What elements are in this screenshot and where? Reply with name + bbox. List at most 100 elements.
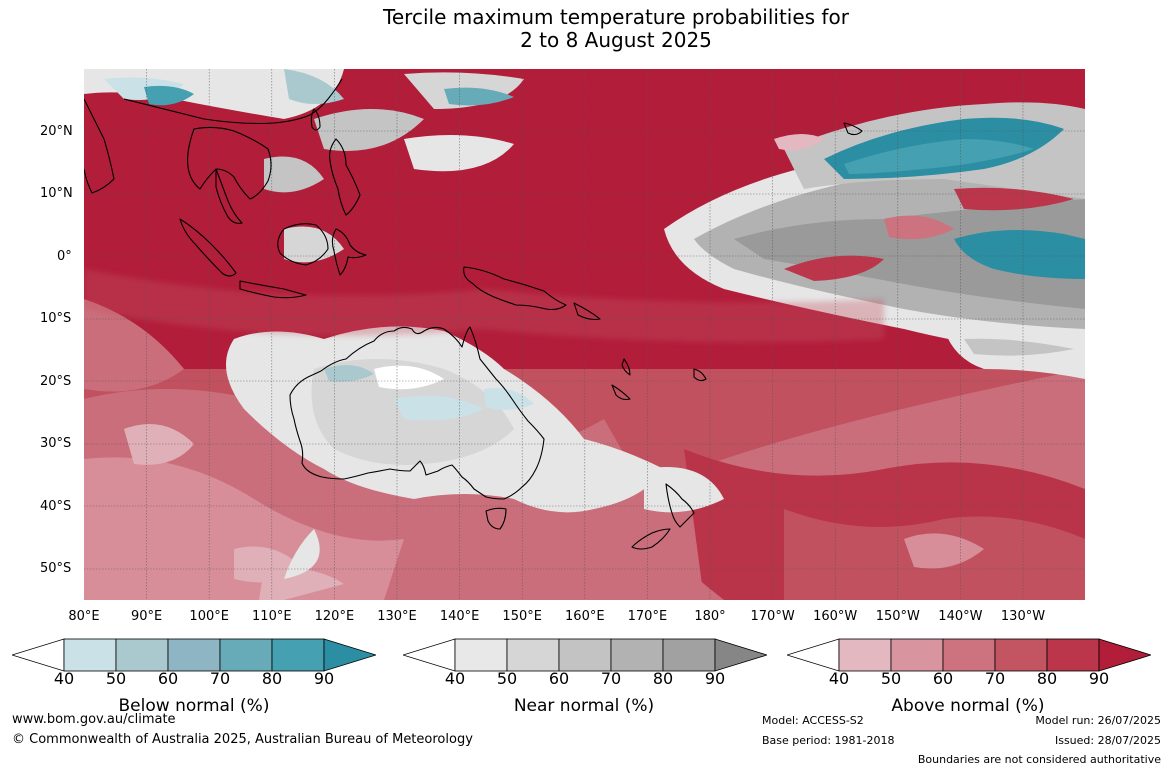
colorbar-segment [890, 638, 944, 672]
indochina-coastline [187, 126, 272, 200]
colorbar-tick-label: 40 [828, 669, 850, 688]
longitude-label: 150°W [875, 609, 920, 624]
footer-copyright: © Commonwealth of Australia 2025, Austra… [12, 732, 473, 747]
longitude-label: 140°E [439, 609, 480, 624]
colorbar-tick-label: 90 [704, 669, 726, 688]
fiji-coastline [693, 368, 707, 382]
colorbar-extend-high [1098, 638, 1151, 672]
colorbar-title-near: Near normal (%) [513, 696, 655, 716]
borneo-coastline [277, 223, 329, 266]
colorbar-segment [994, 638, 1048, 672]
philippines-coastline [329, 138, 361, 216]
latitude-label: 40°S [40, 498, 72, 514]
new-guinea-coastline [463, 266, 567, 311]
map-title-line-1: Tercile maximum temperature probabilitie… [383, 5, 849, 29]
tasmania-coastline [485, 507, 507, 530]
colorbar-segment [610, 638, 664, 672]
below-normal-australia [394, 395, 484, 421]
colorbar-tick-label: 60 [932, 669, 954, 688]
colorbar-extend-high [323, 638, 376, 672]
latitude-label: 20°N [40, 123, 73, 139]
colorbar-tick-label: 50 [105, 669, 127, 688]
colorbar-extend-high [714, 638, 767, 672]
colorbar-tick-label: 50 [496, 669, 518, 688]
colorbar-segment [838, 638, 892, 672]
footer-base-period: Base period: 1981-2018 [762, 734, 895, 747]
solomon-coastline [573, 302, 601, 321]
sumatra-coastline [179, 218, 237, 277]
asia-near-normal-patches [84, 69, 524, 263]
longitude-label: 140°W [938, 609, 983, 624]
malay-peninsula-coastline [215, 168, 243, 224]
colorbar-near-normal [403, 638, 767, 672]
colorbar-tick-label: 80 [652, 669, 674, 688]
java-coastline [239, 280, 307, 299]
colorbar-segment [506, 638, 560, 672]
sulawesi-coastline [331, 228, 367, 276]
latitude-label: 10°N [40, 186, 73, 201]
hawaii-coastline [843, 122, 863, 136]
longitude-label: 160°W [813, 609, 858, 624]
colorbar-tick-label: 60 [548, 669, 570, 688]
colorbar-tick-label: 60 [157, 669, 179, 688]
colorbar-segment [63, 638, 117, 672]
new-zealand-north-coastline [665, 483, 695, 528]
below-normal-pacific-equator [954, 230, 1085, 279]
colorbar-tick-label: 70 [209, 669, 231, 688]
colorbar-tick-label: 90 [1088, 669, 1110, 688]
colorbar-tick-label: 40 [53, 669, 75, 688]
colorbar-below-normal [12, 638, 376, 672]
colorbar-segment [942, 638, 996, 672]
pacific-near-normal-bands [664, 102, 1085, 359]
latitude-label: 10°S [40, 311, 72, 326]
colorbar-tick-label: 40 [444, 669, 466, 688]
colorbar-tick-label: 70 [984, 669, 1006, 688]
colorbar-segment [558, 638, 612, 672]
colorbar-segment [662, 638, 716, 672]
longitude-label: 180° [694, 609, 726, 624]
longitude-label: 80°E [68, 609, 100, 624]
longitude-label: 130°W [1000, 609, 1046, 624]
footer-url: www.bom.gov.au/climate [12, 712, 176, 727]
india-coastline [84, 98, 115, 194]
longitude-label: 120°E [314, 609, 355, 624]
footer-boundaries-note: Boundaries are not considered authoritat… [917, 753, 1161, 766]
australia-coastline [289, 326, 545, 500]
colorbar-above-normal [787, 638, 1151, 672]
longitude-label: 150°E [502, 609, 542, 624]
latitude-label: 20°S [40, 373, 72, 389]
graticule [84, 69, 1085, 600]
vanuatu-coastline [621, 358, 631, 376]
colorbar-tick-label: 80 [261, 669, 283, 688]
coastlines [84, 78, 863, 550]
probability-map [84, 69, 1085, 600]
footer-model: Model: ACCESS-S2 [762, 714, 864, 727]
china-coastline [123, 78, 343, 125]
taiwan-coastline [310, 108, 321, 131]
latitude-label: 0° [57, 248, 72, 264]
longitude-label: 110°E [252, 609, 292, 624]
longitude-label: 100°E [189, 609, 229, 624]
colorbar-title-above: Above normal (%) [891, 696, 1045, 716]
colorbar-segment [219, 638, 273, 672]
longitude-label: 160°E [565, 609, 605, 624]
colorbar-tick-label: 90 [313, 669, 335, 688]
colorbar-tick-label: 70 [600, 669, 622, 688]
new-caledonia-coastline [611, 384, 631, 401]
footer-issued: Issued: 28/07/2025 [1054, 734, 1161, 747]
colorbar-segment [454, 638, 508, 672]
longitude-label: 90°E [130, 609, 163, 624]
longitude-label: 170°W [750, 609, 795, 624]
latitude-label: 50°S [40, 561, 72, 576]
colorbar-segment [1046, 638, 1100, 672]
new-zealand-south-coastline [631, 528, 671, 550]
colorbar-extend-low [403, 638, 456, 672]
colorbar-title-below: Below normal (%) [118, 696, 270, 716]
map-title-line-2: 2 to 8 August 2025 [520, 28, 712, 52]
colorbar-segment [167, 638, 221, 672]
colorbar-tick-label: 50 [880, 669, 902, 688]
colorbar-extend-low [787, 638, 840, 672]
colorbar-segment [115, 638, 169, 672]
footer-model-run: Model run: 26/07/2025 [1035, 714, 1161, 727]
colorbar-tick-label: 80 [1036, 669, 1058, 688]
